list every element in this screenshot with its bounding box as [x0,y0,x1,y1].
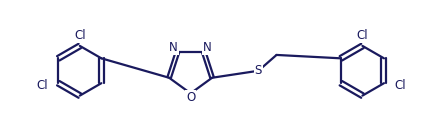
Text: Cl: Cl [37,79,48,92]
Text: O: O [186,91,195,104]
Text: N: N [169,42,178,54]
Text: Cl: Cl [394,79,406,92]
Text: Cl: Cl [74,29,86,42]
Text: Cl: Cl [357,29,368,42]
Text: S: S [255,64,262,77]
Text: N: N [203,42,212,54]
